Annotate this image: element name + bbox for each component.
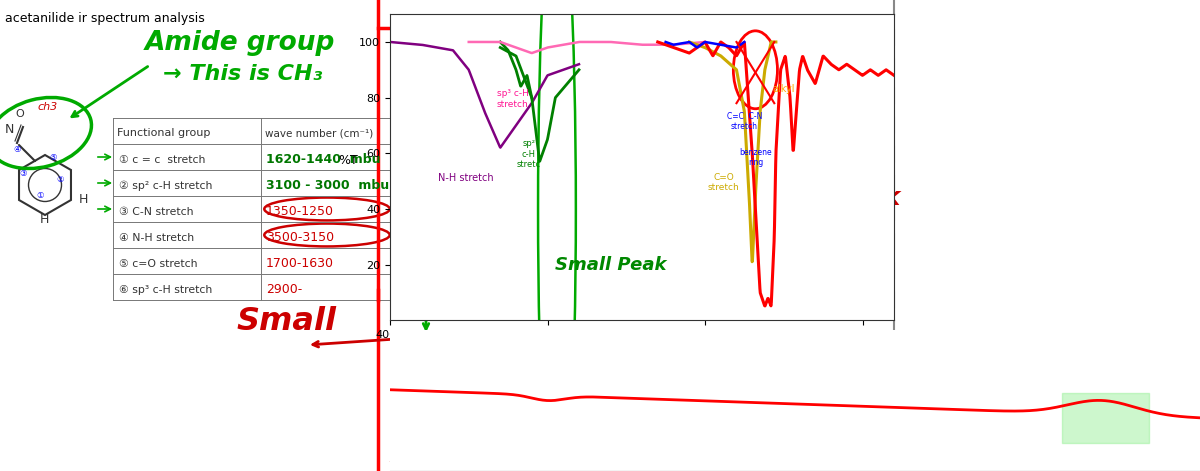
Text: 3100 - 3000  mbu: 3100 - 3000 mbu: [266, 179, 389, 192]
Text: C=O
stretch: C=O stretch: [708, 173, 739, 192]
Circle shape: [409, 276, 433, 299]
Text: Small peak: Small peak: [745, 186, 900, 210]
Text: 7.5: 7.5: [386, 446, 424, 466]
Y-axis label: %T: %T: [338, 154, 358, 167]
Text: S: S: [418, 257, 425, 267]
Text: Small: Small: [238, 306, 337, 337]
Text: ④ N-H stretch: ④ N-H stretch: [119, 233, 194, 243]
Text: 1700-1630: 1700-1630: [266, 257, 334, 270]
Text: 1620-1440  mbu: 1620-1440 mbu: [266, 153, 380, 166]
Circle shape: [409, 249, 433, 273]
Text: N-H stretch: N-H stretch: [438, 173, 493, 183]
Text: sp³ c-H
stretch: sp³ c-H stretch: [497, 89, 529, 109]
Text: N: N: [5, 123, 13, 136]
Text: ③ C-N stretch: ③ C-N stretch: [119, 207, 193, 217]
Text: ①: ①: [36, 190, 43, 200]
Text: 2900-: 2900-: [266, 283, 302, 296]
Text: ⑤ c=O stretch: ⑤ c=O stretch: [119, 259, 198, 269]
Text: 1350-1250: 1350-1250: [266, 205, 334, 218]
Text: H: H: [79, 193, 89, 206]
Text: ③: ③: [19, 169, 26, 178]
Text: benzene
ring: benzene ring: [739, 148, 772, 167]
Text: ⑥ sp³ c-H stretch: ⑥ sp³ c-H stretch: [119, 285, 212, 295]
Text: ② sp² c-H stretch: ② sp² c-H stretch: [119, 180, 212, 191]
Text: ① c = c  stretch: ① c = c stretch: [119, 154, 205, 165]
Text: m(bu: m(bu: [397, 181, 430, 191]
Text: 3500-3150: 3500-3150: [266, 231, 334, 244]
Text: Small Peak: Small Peak: [554, 256, 666, 274]
Text: ④: ④: [13, 146, 20, 154]
Text: acetanilide ir spectrum analysis: acetanilide ir spectrum analysis: [5, 12, 205, 25]
X-axis label: wave number  ( cm⁻¹): wave number ( cm⁻¹): [572, 346, 712, 358]
Text: difference: difference: [1090, 455, 1153, 468]
Text: m: m: [397, 207, 408, 217]
Text: ②: ②: [56, 176, 64, 185]
Text: m: m: [397, 154, 408, 165]
Text: S: S: [418, 283, 425, 293]
Text: alkyl: alkyl: [773, 84, 796, 94]
Text: C=C  C-N
stretch: C=C C-N stretch: [727, 112, 762, 131]
Text: wave number (cm⁻¹): wave number (cm⁻¹): [265, 128, 373, 138]
Text: ⑤: ⑤: [49, 153, 56, 162]
Text: H: H: [40, 213, 49, 226]
Text: Functional group: Functional group: [118, 128, 210, 138]
Text: O: O: [16, 109, 24, 119]
Text: sp²
c-H
stretc: sp² c-H stretc: [516, 139, 541, 169]
Text: Amide group: Amide group: [145, 30, 335, 56]
Text: → This is CH₃: → This is CH₃: [163, 64, 323, 84]
Text: ch3: ch3: [37, 102, 58, 112]
